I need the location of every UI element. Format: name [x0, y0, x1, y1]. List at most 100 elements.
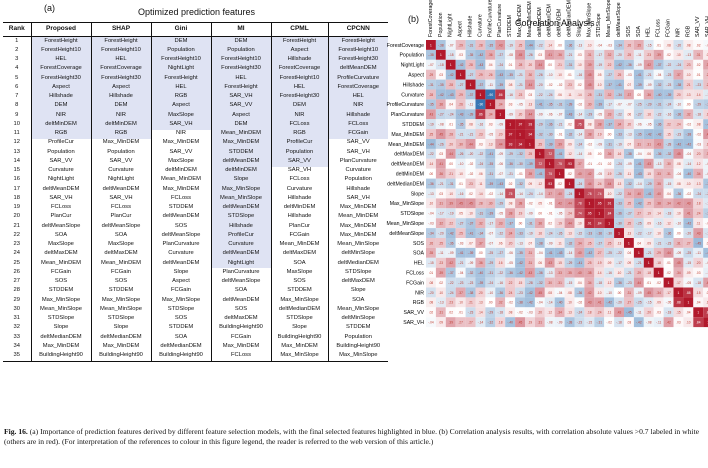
- feature-cell: Mean_MinSlope: [210, 194, 271, 204]
- heatmap-value: .43: [656, 142, 661, 146]
- heatmap-cell: [435, 297, 446, 308]
- heatmap-cell: [465, 297, 476, 308]
- heatmap-cell: [574, 89, 585, 100]
- heatmap-cell: [505, 99, 516, 110]
- heatmap-value: .95: [587, 212, 592, 216]
- heatmap-cell: [455, 158, 466, 169]
- feature-cell: SOS: [150, 314, 211, 324]
- heatmap-value: -.42: [616, 63, 622, 67]
- feature-cell: HEL: [30, 55, 91, 65]
- heatmap-cell: [445, 267, 456, 278]
- heatmap-cell: [614, 297, 624, 308]
- heatmap-cell: [574, 40, 585, 50]
- heatmap-value: .42: [587, 291, 592, 295]
- heatmap-cell: [485, 238, 496, 248]
- feature-cell: Aspect: [210, 111, 271, 121]
- heatmap-cell: [455, 277, 466, 288]
- heatmap-value: -.08: [547, 320, 553, 324]
- heatmap-cell: [624, 247, 634, 258]
- heatmap-cell: [534, 287, 545, 298]
- feature-cell: Mean_MinDEM: [327, 212, 388, 222]
- heatmap-value: .06: [647, 152, 652, 156]
- heatmap-cell: [465, 287, 476, 298]
- heatmap-cell: [574, 238, 585, 248]
- heatmap-value: -.13: [577, 43, 583, 47]
- feature-cell: Mean_MinSlope: [327, 240, 388, 250]
- heatmap-cell: [534, 40, 545, 50]
- heatmap-cell: [614, 109, 624, 120]
- feature-cell: SOA: [210, 286, 271, 296]
- heatmap-cell: [624, 158, 634, 169]
- feature-cell: FCLoss: [210, 351, 271, 362]
- heatmap-value: -.09: [498, 152, 504, 156]
- feature-cell: NIR: [90, 111, 151, 121]
- heatmap-value: .20: [538, 311, 543, 315]
- heatmap-cell: [614, 89, 624, 100]
- heatmap-cell: [594, 277, 605, 288]
- heatmap-value: .10: [607, 192, 612, 196]
- heatmap-cell: [624, 89, 634, 100]
- heatmap-cell: [683, 208, 694, 219]
- rank-cell: 5: [15, 74, 19, 81]
- table-row: 1 ForestHeight ForestHeight DEM DEM ForestHei…: [3, 36, 388, 47]
- heatmap-cell: [633, 99, 644, 110]
- heatmap-cell: [663, 188, 674, 199]
- heatmap-value: .28: [449, 83, 454, 87]
- heatmap-cell: [663, 59, 674, 70]
- heatmap-value: .10: [597, 83, 602, 87]
- heatmap-cell: [683, 238, 694, 248]
- heatmap-cell: [435, 228, 446, 238]
- heatmap-cell: [525, 178, 535, 189]
- heatmap-value: .75: [548, 172, 553, 176]
- heatmap-value: 1: [559, 172, 561, 176]
- heatmap-value: -.13: [428, 192, 434, 196]
- heatmap-value: .03: [577, 53, 582, 57]
- heatmap-cell: [683, 307, 694, 318]
- heatmap-value: -.24: [577, 311, 583, 315]
- heatmap-cell: [633, 79, 644, 90]
- heatmap-cell: [515, 228, 525, 238]
- heatmap-value: -.21: [636, 261, 642, 265]
- feature-cell: Max_MinDEM: [210, 342, 271, 352]
- heatmap-cell: [663, 317, 674, 328]
- heatmap-value: .10: [656, 231, 661, 235]
- feature-cell: Max_MinDEM: [150, 185, 211, 195]
- heatmap-cell: [683, 257, 694, 268]
- feature-cell: HEL: [270, 83, 328, 93]
- heatmap-cell: [515, 208, 525, 219]
- heatmap-cell: [594, 198, 605, 209]
- heatmap-cell: [445, 168, 456, 179]
- heatmap-cell: [525, 59, 535, 70]
- rank-cell: 32: [13, 324, 20, 331]
- heatmap-value: .29: [458, 93, 463, 97]
- heatmap-cell: [515, 99, 525, 110]
- heatmap-cell: [455, 228, 466, 238]
- heatmap-value: .44: [449, 152, 454, 156]
- heatmap-cell: [426, 129, 436, 139]
- heatmap-cell: [653, 317, 664, 328]
- table-row: 13 Population Population SAR_VV STDDEM Popula…: [3, 148, 388, 158]
- heatmap-value: -.36: [656, 152, 662, 156]
- heatmap-cell: [624, 49, 634, 60]
- heatmap-cell: [475, 89, 486, 100]
- heatmap-value: -.36: [666, 231, 672, 235]
- heatmap-value: -.40: [557, 301, 563, 305]
- heatmap-cell: [525, 238, 535, 248]
- heatmap-value: 1: [638, 251, 640, 255]
- heatmap-value: -.31: [597, 93, 603, 97]
- feature-cell: deltMeanDEM: [210, 249, 271, 259]
- heatmap-value: -.15: [686, 261, 692, 265]
- heatmap-value: -.29: [587, 113, 593, 117]
- heatmap-cell: [465, 208, 476, 219]
- heatmap-value: -.43: [498, 73, 504, 77]
- heatmap-value: -.02: [557, 83, 563, 87]
- table-row: 18 SAR_VH SAR_VH FCLoss Mean_MinSlope Hillsha…: [3, 194, 388, 204]
- heatmap-cell: [604, 287, 615, 298]
- heatmap-value: -.08: [705, 162, 708, 166]
- heatmap-value: .10: [449, 192, 454, 196]
- heatmap-value: .30: [548, 281, 553, 285]
- heatmap-cell: [633, 59, 644, 70]
- heatmap-value: -.14: [577, 132, 583, 136]
- column-label: Max_MinSlope: [586, 3, 592, 37]
- heatmap-cell: [485, 307, 496, 318]
